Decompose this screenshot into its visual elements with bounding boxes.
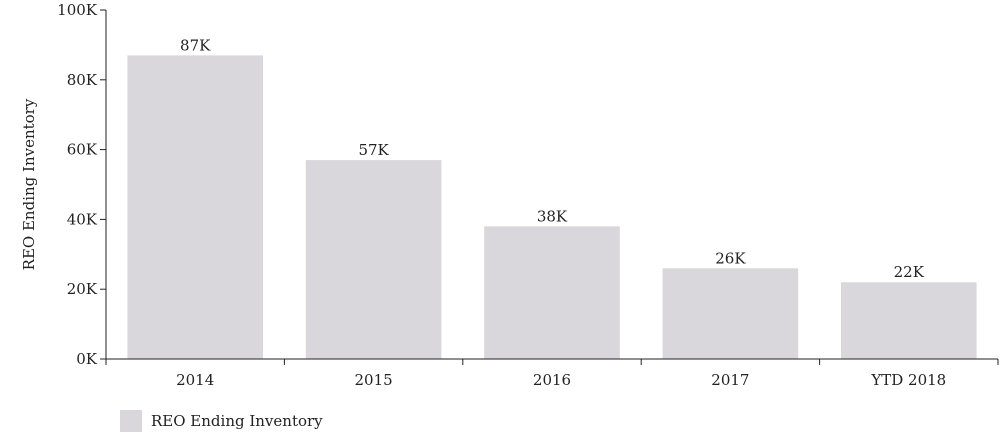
- y-tick-label: 60K: [67, 141, 98, 159]
- legend: REO Ending Inventory: [120, 410, 323, 432]
- bar: [484, 226, 620, 359]
- x-tick-label: 2017: [711, 371, 749, 389]
- legend-swatch: [120, 410, 142, 432]
- data-label: 26K: [715, 249, 746, 267]
- bar: [841, 282, 977, 359]
- bar: [662, 268, 799, 359]
- data-label: 87K: [180, 36, 211, 54]
- x-tick-label: YTD 2018: [870, 371, 946, 389]
- legend-label: REO Ending Inventory: [151, 412, 323, 430]
- y-tick-label: 40K: [67, 210, 98, 228]
- y-tick-label: 80K: [67, 71, 98, 89]
- bar: [305, 160, 442, 359]
- data-label: 38K: [537, 207, 568, 225]
- data-label: 22K: [894, 263, 925, 281]
- x-tick-label: 2016: [533, 371, 571, 389]
- data-label: 57K: [358, 141, 389, 159]
- x-tick-label: 2014: [176, 371, 214, 389]
- y-tick-label: 20K: [67, 280, 98, 298]
- x-tick-label: 2015: [355, 371, 393, 389]
- y-axis-title: REO Ending Inventory: [20, 98, 38, 270]
- bar: [127, 55, 263, 360]
- y-tick-label: 100K: [57, 1, 98, 19]
- y-tick-label: 0K: [76, 350, 98, 368]
- bar-chart: 87K 57K 38K 26K 22K 0K 20K 40K 60K 80K 100K 2014 2…: [20, 1, 999, 389]
